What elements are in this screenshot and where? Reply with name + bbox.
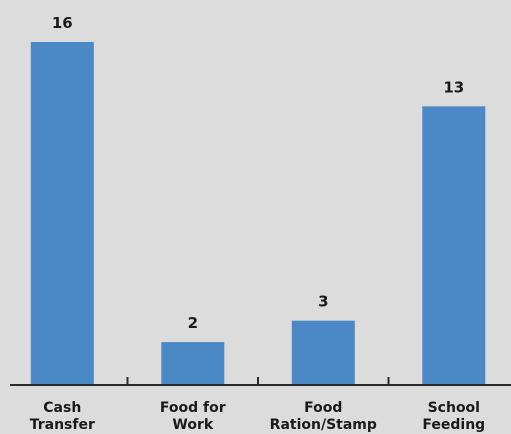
value-label-1: 2 <box>188 314 198 332</box>
value-label-3: 13 <box>443 78 464 96</box>
category-label-3: School Feeding <box>422 400 485 433</box>
category-label-0-line-1: Transfer <box>30 417 95 433</box>
category-label-1-line-1: Work <box>172 417 213 433</box>
category-label-0-line-0: Cash <box>43 400 81 416</box>
category-labels-group: Cash Transfer Food for Work Food Ration/Stamp… <box>30 400 485 433</box>
value-label-2: 3 <box>318 293 328 311</box>
value-label-0: 16 <box>52 14 73 32</box>
bar-1 <box>161 342 225 385</box>
bar-2 <box>291 320 355 385</box>
x-axis-ticks-group <box>126 377 390 385</box>
category-label-3-line-1: Feeding <box>422 417 485 433</box>
bar-3 <box>422 106 486 386</box>
category-label-1-line-0: Food for <box>160 400 226 416</box>
category-label-2-line-1: Ration/Stamp <box>270 417 377 433</box>
category-label-2-line-0: Food <box>304 400 342 416</box>
category-label-1: Food for Work <box>160 400 226 433</box>
category-label-3-line-0: School <box>428 400 480 416</box>
bars-group <box>30 42 486 386</box>
bar-0 <box>30 42 94 385</box>
value-labels-group: 16 2 3 13 <box>52 14 464 332</box>
category-label-2: Food Ration/Stamp <box>270 400 377 433</box>
category-label-0: Cash Transfer <box>30 400 95 433</box>
